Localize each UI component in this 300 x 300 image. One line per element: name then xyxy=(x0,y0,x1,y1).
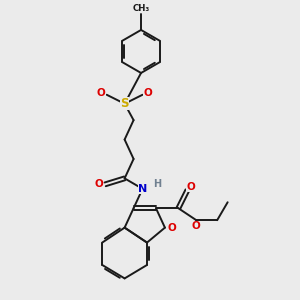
Text: O: O xyxy=(167,223,176,232)
Text: CH₃: CH₃ xyxy=(132,4,150,13)
Text: O: O xyxy=(97,88,106,98)
Text: S: S xyxy=(120,97,129,110)
Text: N: N xyxy=(138,184,147,194)
Text: O: O xyxy=(143,88,152,98)
Text: H: H xyxy=(153,179,161,189)
Text: O: O xyxy=(187,182,195,192)
Text: O: O xyxy=(192,221,201,231)
Text: O: O xyxy=(94,179,103,189)
